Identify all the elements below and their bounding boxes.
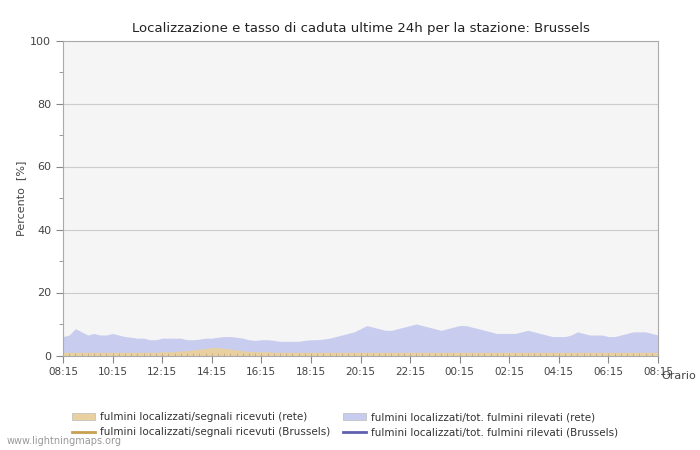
Text: www.lightningmaps.org: www.lightningmaps.org	[7, 436, 122, 446]
Y-axis label: Percento  [%]: Percento [%]	[16, 160, 26, 236]
Title: Localizzazione e tasso di caduta ultime 24h per la stazione: Brussels: Localizzazione e tasso di caduta ultime …	[132, 22, 589, 35]
Legend: fulmini localizzati/segnali ricevuti (rete), fulmini localizzati/segnali ricevut: fulmini localizzati/segnali ricevuti (re…	[68, 408, 623, 441]
Text: Orario: Orario	[662, 371, 696, 381]
